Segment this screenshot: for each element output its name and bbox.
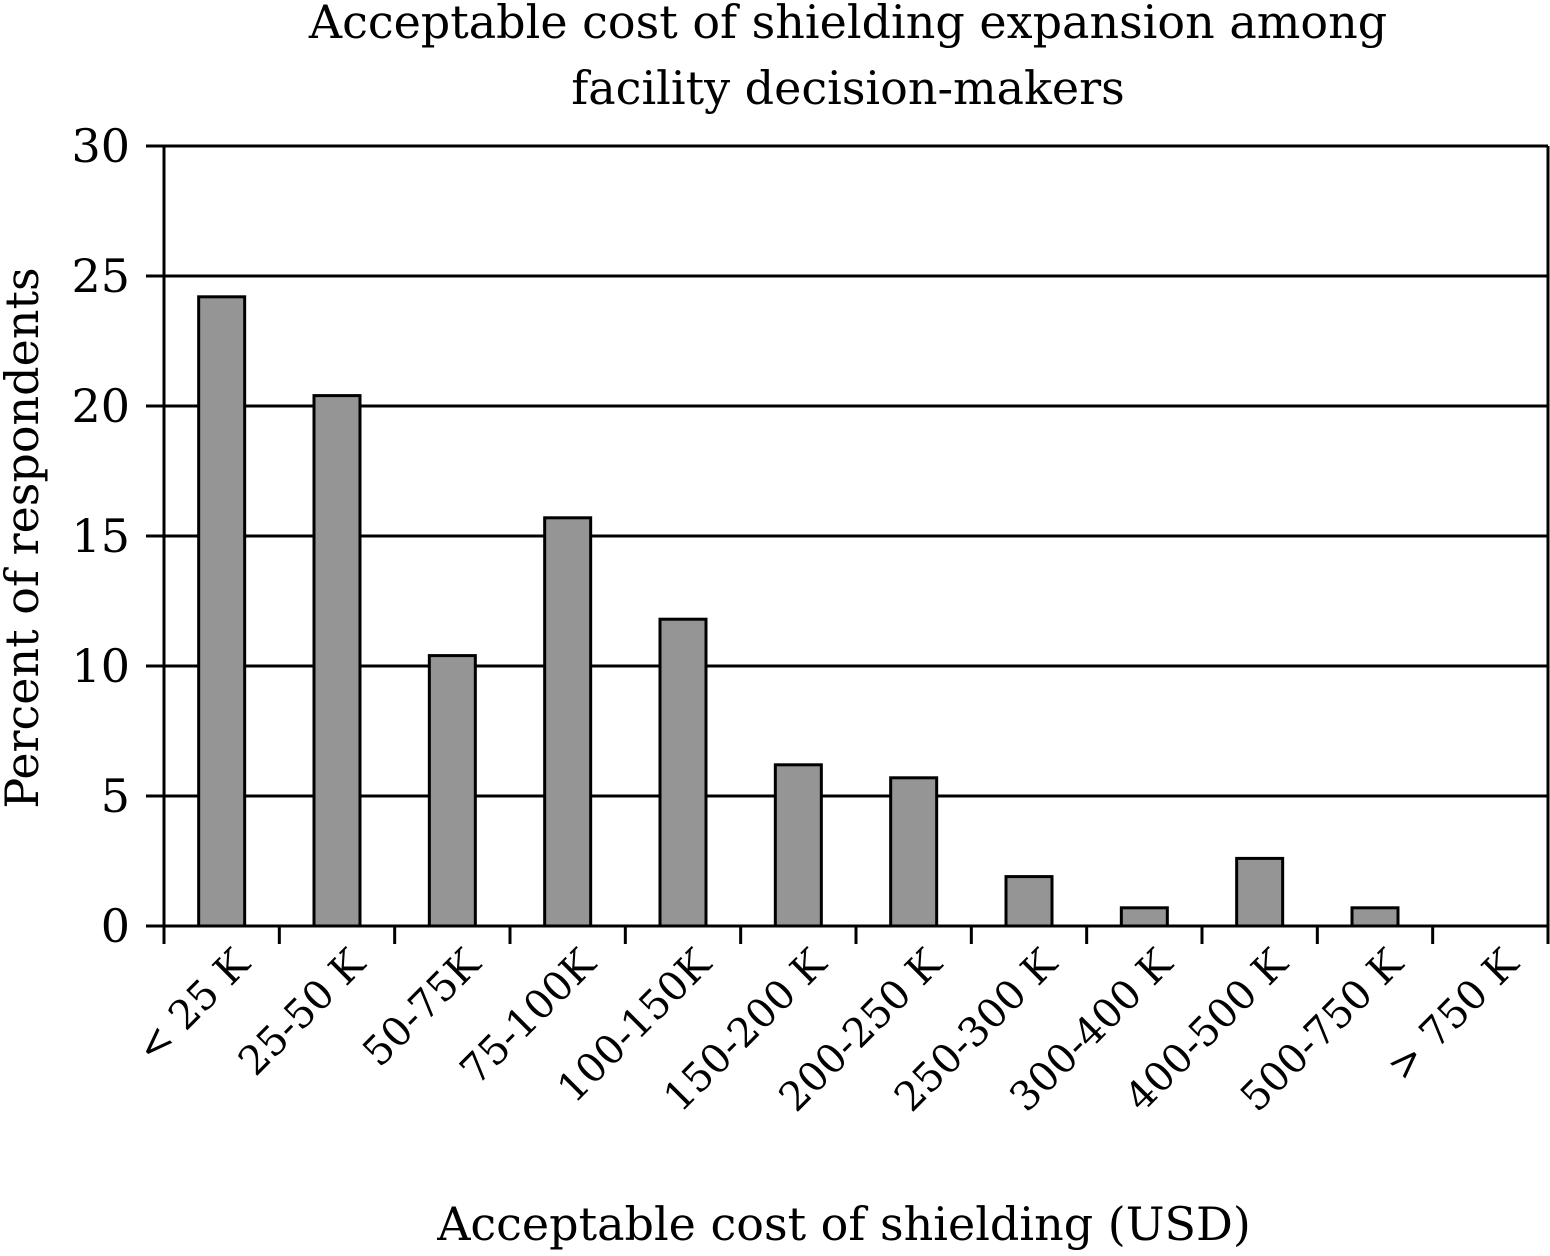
chart-title: Acceptable cost of shielding expansion a… xyxy=(308,0,1387,115)
y-tick-label: 25 xyxy=(71,249,130,303)
bars xyxy=(197,295,1400,928)
y-tick-label: 30 xyxy=(71,119,130,173)
y-tick-labels: 0 5 10 15 20 25 30 xyxy=(71,119,130,953)
bar xyxy=(1350,906,1400,928)
bar xyxy=(1004,875,1054,928)
bar xyxy=(197,295,247,928)
bar xyxy=(427,654,477,928)
y-tick-label: 10 xyxy=(71,639,130,693)
bar xyxy=(773,763,823,928)
y-axis-title: Percent of respondents xyxy=(0,267,49,808)
x-tick-labels: < 25 K25-50 K50-75K75-100K100-150K150-20… xyxy=(127,940,1528,1121)
chart-title-line-2: facility decision-makers xyxy=(571,61,1125,115)
axes xyxy=(146,144,1550,944)
bar xyxy=(889,776,939,928)
bar xyxy=(1119,906,1169,928)
y-tick-label: 15 xyxy=(71,509,130,563)
bar xyxy=(312,394,362,928)
bar xyxy=(1235,856,1285,928)
chart-title-line-1: Acceptable cost of shielding expansion a… xyxy=(308,0,1387,49)
bar xyxy=(543,516,593,928)
y-tick-label: 5 xyxy=(101,769,130,823)
y-tick-label: 0 xyxy=(101,899,130,953)
x-axis-title: Acceptable cost of shielding (USD) xyxy=(436,1197,1251,1251)
x-tick-label: 25-50 K xyxy=(230,940,375,1085)
gridlines xyxy=(164,144,1548,798)
y-tick-label: 20 xyxy=(71,379,130,433)
bar xyxy=(658,617,708,928)
